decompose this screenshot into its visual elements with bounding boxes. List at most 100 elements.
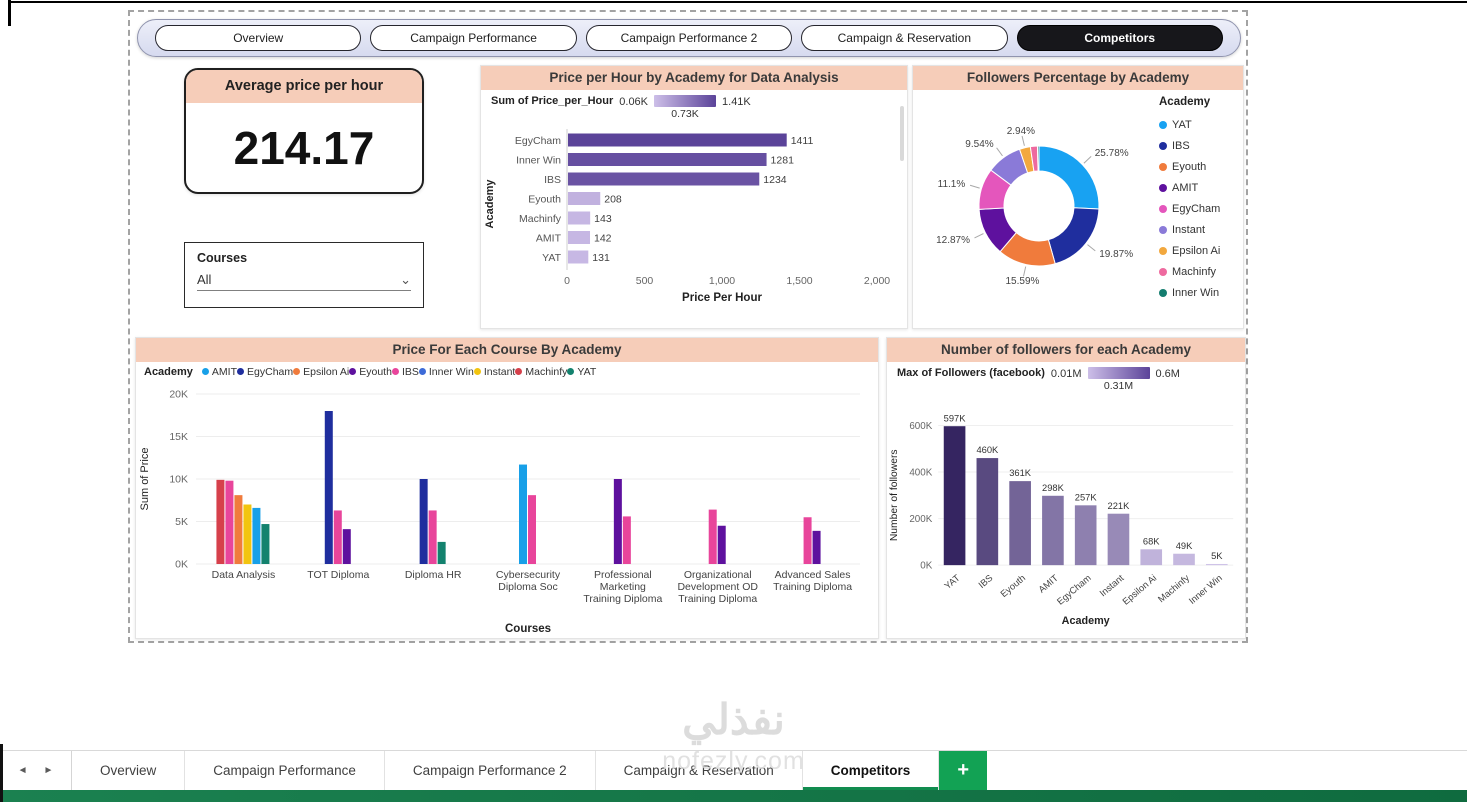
legend-item-yat[interactable]: YAT: [1159, 114, 1239, 135]
legend-dot: [1159, 267, 1167, 276]
donut-legend-title: Academy: [1159, 96, 1211, 108]
svg-text:200K: 200K: [909, 514, 932, 525]
legend-item-inner-win[interactable]: Inner Win: [1159, 282, 1239, 303]
legend-dot: [473, 368, 481, 376]
gradient-legend-label: Max of Followers (facebook): [897, 367, 1045, 379]
legend-label: IBS: [401, 365, 419, 378]
legend-dot: [1159, 225, 1167, 234]
price-per-hour-bar-chart[interactable]: EgyCham 1411 Inner Win 1281 IBS 1234 Eyouth 208…: [481, 124, 909, 320]
avg-price-value: 214.17: [233, 122, 375, 174]
sheet-tab-overview[interactable]: Overview: [72, 751, 186, 790]
followers-percentage-title: Followers Percentage by Academy: [913, 66, 1243, 90]
sheet-tab-label: Overview: [100, 763, 157, 778]
legend-item-eyouth[interactable]: Eyouth: [1159, 156, 1239, 177]
nav-pill-campaign-performance[interactable]: Campaign Performance: [370, 25, 577, 51]
sheet-tab-campaign-performance[interactable]: Campaign Performance: [185, 751, 385, 790]
legend-dot: [1159, 141, 1167, 150]
svg-text:Epsilon Ai: Epsilon Ai: [1121, 573, 1159, 607]
sheet-tab-competitors[interactable]: Competitors: [802, 751, 940, 790]
scroll-tabs-left-icon[interactable]: ◄: [17, 765, 28, 776]
sheet-tab-label: Competitors: [830, 763, 911, 778]
legend-label: Eyouth: [359, 365, 392, 378]
legend-label: EgyCham: [1172, 202, 1221, 215]
legend-dot: [1159, 288, 1167, 297]
svg-text:Sum of Price: Sum of Price: [139, 448, 151, 511]
svg-text:15K: 15K: [169, 431, 188, 443]
legend-label: AMIT: [1172, 181, 1199, 194]
scroll-tabs-right-icon[interactable]: ►: [43, 765, 54, 776]
svg-text:10K: 10K: [169, 474, 188, 486]
svg-text:208: 208: [604, 194, 622, 206]
svg-text:257K: 257K: [1075, 492, 1098, 502]
nav-pill-competitors[interactable]: Competitors: [1016, 25, 1223, 51]
legend-item-eyouth[interactable]: Eyouth: [349, 366, 392, 378]
legend-item-inner-win[interactable]: Inner Win: [418, 366, 474, 378]
legend-label: IBS: [1172, 139, 1190, 152]
panel-scrollbar[interactable]: [900, 106, 904, 161]
followers-count-bar-chart[interactable]: 0K 200K 400K 600K 597K YAT 460K IBS 361K Eyouth 29…: [887, 396, 1247, 632]
sheet-tab-bar: ◄ ► Overview Campaign Performance Campai…: [0, 750, 1467, 790]
legend-item-machinfy[interactable]: Machinfy: [515, 366, 567, 378]
legend-item-yat[interactable]: YAT: [567, 366, 596, 378]
courses-dropdown[interactable]: All ⌄: [197, 272, 411, 291]
nav-pill-campaign-reservation[interactable]: Campaign & Reservation: [801, 25, 1008, 51]
nav-pill-campaign-performance-2[interactable]: Campaign Performance 2: [585, 25, 793, 51]
svg-text:Inner Win: Inner Win: [516, 155, 561, 167]
donut-legend: Academy YAT IBS Eyouth AMIT EgyCham Instant Ep…: [1159, 96, 1239, 303]
svg-text:9.54%: 9.54%: [965, 139, 993, 150]
chevron-down-icon: ⌄: [400, 271, 411, 287]
legend-item-amit[interactable]: AMIT: [1159, 177, 1239, 198]
gradient-bar: [1087, 367, 1150, 379]
nav-pill-label: Campaign Performance: [410, 31, 537, 45]
legend-label: YAT: [1172, 118, 1192, 131]
svg-text:0: 0: [564, 275, 570, 287]
price-per-hour-panel: Price per Hour by Academy for Data Analy…: [480, 65, 908, 329]
svg-text:YAT: YAT: [542, 252, 561, 264]
legend-dot: [1159, 246, 1167, 255]
legend-dot: [418, 368, 426, 376]
legend-item-epsilon-ai[interactable]: Epsilon Ai: [293, 366, 349, 378]
svg-text:11.1%: 11.1%: [938, 179, 966, 190]
legend-dot: [1159, 120, 1167, 129]
followers-donut-chart[interactable]: 25.78% 19.87% 15.59% 12.87% 11.1% 9.54% 2.94%: [913, 92, 1163, 327]
legend-item-ibs[interactable]: IBS: [1159, 135, 1239, 156]
svg-text:600K: 600K: [909, 421, 932, 432]
legend-dot: [391, 368, 399, 376]
donut-legend-items: YAT IBS Eyouth AMIT EgyCham Instant Epsilon Ai…: [1159, 114, 1239, 303]
svg-text:1,000: 1,000: [709, 275, 735, 287]
legend-item-instant[interactable]: Instant: [1159, 219, 1239, 240]
legend-item-egycham[interactable]: EgyCham: [237, 366, 293, 378]
legend-item-ibs[interactable]: IBS: [391, 365, 419, 378]
price-per-hour-gradient-legend: Sum of Price_per_Hour 0.06K 0.73K 1.41K: [481, 90, 907, 124]
legend-item-epsilon-ai[interactable]: Epsilon Ai: [1159, 240, 1239, 261]
svg-text:1281: 1281: [771, 155, 795, 167]
gradient-legend-label: Sum of Price_per_Hour: [491, 95, 614, 107]
legend-label: Epsilon Ai: [1172, 244, 1221, 257]
followers-count-panel: Number of followers for each Academy Max…: [886, 337, 1246, 639]
svg-text:Price Per Hour: Price Per Hour: [682, 292, 762, 304]
svg-text:5K: 5K: [175, 516, 188, 528]
gradient-legend-min: 0.01M: [1050, 368, 1082, 380]
nav-pill-overview[interactable]: Overview: [155, 25, 362, 51]
legend-item-instant[interactable]: Instant: [473, 366, 515, 378]
svg-text:Instant: Instant: [1098, 573, 1126, 599]
legend-item-egycham[interactable]: EgyCham: [1159, 198, 1239, 219]
legend-item-amit[interactable]: AMIT: [201, 366, 237, 378]
svg-text:597K: 597K: [944, 413, 967, 423]
window-edge-mark: [8, 0, 11, 26]
legend-label: EgyCham: [247, 365, 294, 378]
legend-label: Epsilon Ai: [303, 365, 350, 378]
price-per-course-column-chart[interactable]: 0K 5K 10K 15K 20K Data Analysis TOT Diploma Dip…: [136, 382, 880, 640]
add-sheet-button[interactable]: +: [939, 751, 988, 790]
svg-text:Inner Win: Inner Win: [1187, 573, 1224, 606]
legend-item-machinfy[interactable]: Machinfy: [1159, 261, 1239, 282]
legend-label: YAT: [577, 365, 597, 378]
sheet-tab-campaign-performance-2[interactable]: Campaign Performance 2: [384, 751, 596, 790]
svg-text:20K: 20K: [169, 389, 188, 401]
nav-pill-label: Overview: [233, 31, 284, 45]
sheet-tab-campaign-reservation[interactable]: Campaign & Reservation: [595, 751, 803, 790]
nav-pill-label: Campaign & Reservation: [837, 31, 972, 45]
followers-percentage-panel: Followers Percentage by Academy 25.78% 19…: [912, 65, 1244, 329]
